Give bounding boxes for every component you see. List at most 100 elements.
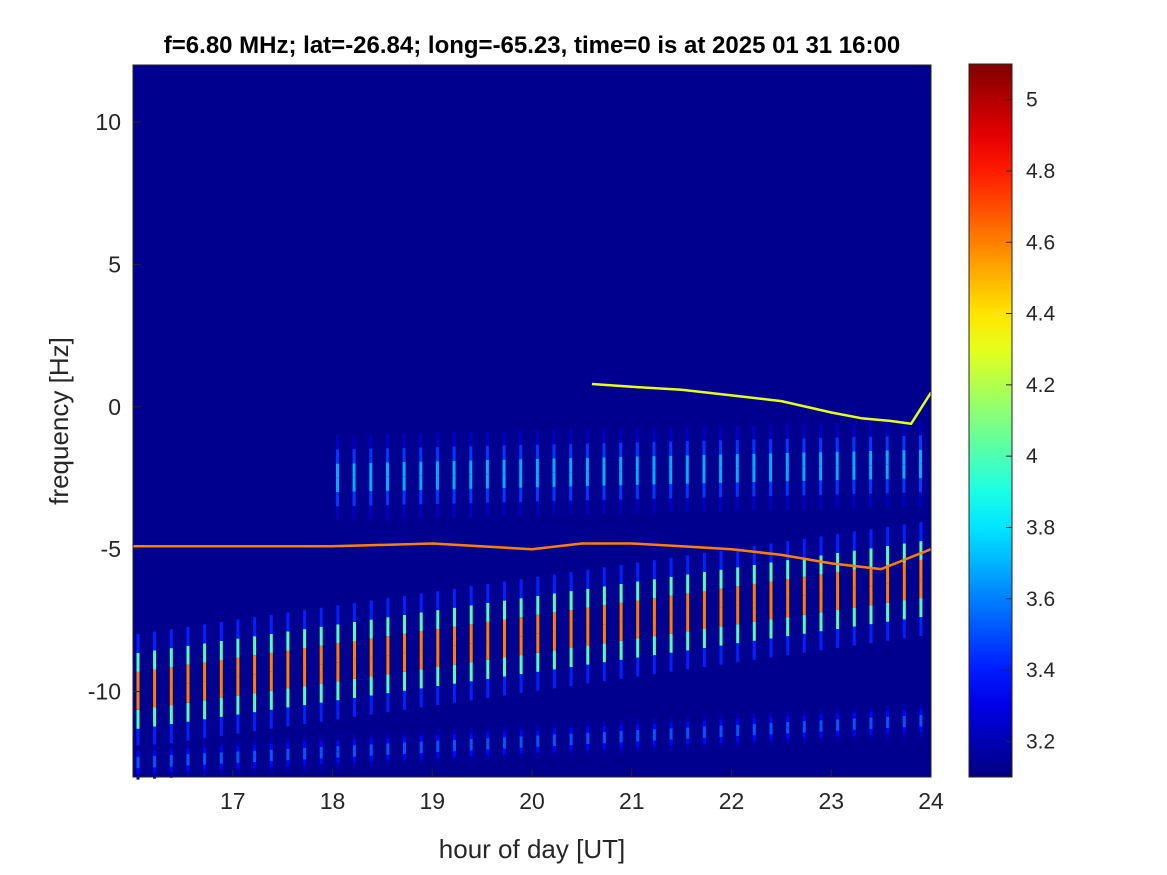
pulse-band-2-segment: [785, 495, 789, 510]
pulse-band-2-segment: [902, 478, 906, 493]
pulse-band-2-segment: [752, 467, 756, 483]
pulse-band-1-segment: [153, 744, 157, 751]
pulse-band-1-segment: [769, 717, 773, 723]
pulse-band-1-segment: [436, 746, 440, 753]
pulse-band-1-segment: [203, 753, 207, 759]
pulse-band-0-segment: [836, 534, 840, 553]
pulse-band-2-segment: [669, 484, 673, 499]
pulse-band-1-segment: [303, 753, 307, 760]
pulse-band-2-segment: [852, 494, 856, 509]
pulse-band-0-segment: [286, 631, 290, 651]
pulse-band-1-segment: [669, 728, 673, 734]
pulse-band-2-segment: [885, 422, 889, 437]
pulse-band-1-segment: [336, 734, 340, 741]
pulse-band-1-segment: [503, 725, 506, 732]
pulse-band-1-segment: [153, 761, 157, 768]
pulse-band-1-segment: [386, 737, 390, 744]
pulse-band-0-segment: [536, 614, 540, 634]
pulse-band-2-segment: [369, 491, 373, 506]
pulse-band-0-segment: [336, 662, 340, 682]
pulse-band-1-segment: [536, 741, 540, 747]
pulse-band-2-segment: [669, 469, 673, 485]
pulse-band-0-segment: [369, 657, 373, 677]
pulse-band-0-segment: [652, 617, 656, 637]
pulse-band-0-segment: [503, 657, 506, 677]
pulse-band-1-segment: [186, 754, 190, 760]
pulse-band-2-segment: [685, 469, 689, 484]
pulse-band-0-segment: [219, 716, 223, 736]
pulse-band-2-segment: [402, 433, 406, 448]
pulse-band-2-segment: [386, 490, 389, 506]
pulse-band-0-segment: [669, 652, 673, 672]
pulse-band-1-segment: [403, 753, 406, 760]
pulse-band-0-segment: [886, 602, 890, 622]
pulse-band-1-segment: [802, 715, 806, 722]
pulse-band-0-segment: [836, 553, 840, 572]
pulse-band-0-segment: [203, 643, 207, 663]
pulse-band-0-segment: [203, 662, 207, 682]
pulse-band-1-segment: [752, 735, 756, 741]
pulse-band-0-segment: [469, 605, 473, 625]
pulse-band-1-segment: [269, 749, 273, 756]
pulse-band-1-segment: [602, 731, 606, 738]
pulse-band-1-segment: [669, 745, 673, 751]
pulse-band-2-segment: [919, 449, 922, 464]
pulse-band-0-segment: [586, 645, 590, 665]
pulse-band-1-segment: [819, 720, 823, 726]
pulse-band-1-segment: [503, 754, 506, 760]
pulse-band-2-segment: [702, 426, 706, 441]
pulse-band-1-segment: [786, 727, 790, 734]
pulse-band-0-segment: [902, 619, 906, 639]
pulse-band-2-segment: [519, 473, 523, 488]
pulse-band-0-segment: [669, 614, 673, 634]
pulse-band-2-segment: [336, 506, 339, 521]
pulse-band-1-segment: [503, 731, 506, 738]
pulse-band-2-segment: [752, 453, 756, 468]
pulse-band-0-segment: [602, 605, 606, 625]
pulse-band-0-segment: [419, 669, 423, 689]
pulse-band-2-segment: [802, 495, 806, 510]
pulse-band-0-segment: [153, 707, 157, 727]
pulse-band-2-segment: [652, 470, 656, 485]
pulse-band-0-segment: [652, 579, 656, 599]
pulse-band-0-segment: [153, 631, 157, 651]
pulse-band-1-segment: [802, 738, 806, 744]
pulse-band-2-segment: [835, 437, 839, 452]
pulse-band-1-segment: [436, 729, 440, 736]
pulse-band-1-segment: [419, 753, 423, 759]
pulse-band-2-segment: [819, 466, 823, 481]
y-tick-label: 0: [108, 394, 121, 420]
pulse-band-1-segment: [503, 737, 506, 743]
pulse-band-2-segment: [369, 505, 373, 520]
pulse-band-0-segment: [919, 541, 923, 561]
pulse-band-1-segment: [519, 747, 523, 754]
pulse-band-0-segment: [269, 633, 273, 653]
pulse-band-2-segment: [569, 472, 573, 487]
pulse-band-2-segment: [685, 498, 689, 513]
pulse-band-2-segment: [802, 452, 806, 467]
pulse-band-2-segment: [469, 460, 473, 475]
pulse-band-2-segment: [769, 424, 773, 439]
pulse-band-2-segment: [802, 481, 806, 496]
pulse-band-0-segment: [786, 636, 790, 656]
pulse-band-1-segment: [836, 725, 840, 731]
pulse-band-0-segment: [453, 645, 456, 665]
pulse-band-1-segment: [286, 754, 290, 761]
pulse-band-1-segment: [469, 750, 473, 757]
pulse-band-1-segment: [769, 734, 773, 740]
pulse-band-0-segment: [569, 572, 573, 592]
pulse-band-1-segment: [919, 732, 923, 738]
pulse-band-1-segment: [436, 757, 440, 764]
pulse-band-1-segment: [852, 707, 856, 713]
pulse-band-2-segment: [785, 481, 789, 496]
pulse-band-2-segment: [602, 500, 606, 515]
pulse-band-0-segment: [619, 659, 623, 679]
pulse-band-1-segment: [569, 727, 573, 734]
pulse-band-0-segment: [303, 629, 307, 649]
pulse-band-1-segment: [852, 735, 856, 742]
pulse-band-1-segment: [236, 768, 240, 775]
pulse-band-1-segment: [686, 716, 690, 722]
pulse-band-1-segment: [303, 765, 307, 771]
pulse-band-1-segment: [353, 733, 356, 740]
pulse-band-1-segment: [436, 735, 440, 741]
